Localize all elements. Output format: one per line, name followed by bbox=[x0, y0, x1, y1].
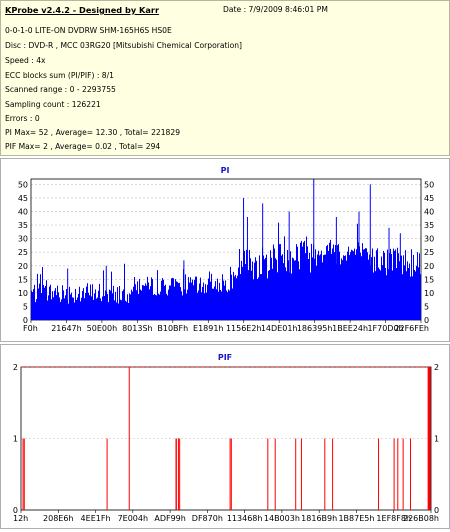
x-tick-label: E1891h bbox=[193, 324, 223, 333]
scan-date: Date : 7/9/2009 8:46:01 PM bbox=[223, 5, 328, 14]
app-title: KProbe v2.4.2 - Designed by Karr bbox=[5, 5, 159, 15]
y-tick-label: 1 bbox=[434, 435, 439, 444]
y-tick-label: 1 bbox=[13, 435, 18, 444]
y-tick-label: 2 bbox=[13, 363, 18, 372]
x-tick-label: 7E004h bbox=[118, 514, 148, 523]
x-tick-label: 1156E2h bbox=[226, 324, 262, 333]
y-tick-label: 30 bbox=[424, 235, 434, 244]
y-tick-label: 0 bbox=[23, 316, 28, 325]
info-drive: 0-0-1-0 LITE-ON DVDRW SHM-165H6S HS0E bbox=[5, 26, 172, 35]
x-tick-label: 50E00h bbox=[87, 324, 117, 333]
x-tick-label: 1BEE24h bbox=[332, 324, 368, 333]
y-tick-label: 45 bbox=[424, 194, 434, 203]
info-pif-summary: PIF Max= 2 , Average= 0.02 , Total= 294 bbox=[5, 142, 161, 151]
x-tick-label: 208E6h bbox=[43, 514, 73, 523]
y-tick-label: 5 bbox=[424, 302, 429, 311]
x-tick-label: 1B87E5h bbox=[338, 514, 374, 523]
x-tick-label: 22F6FEh bbox=[394, 324, 429, 333]
pif-chart-title: PIF bbox=[217, 353, 233, 362]
y-tick-label: 25 bbox=[18, 248, 28, 257]
y-tick-label: 30 bbox=[18, 235, 28, 244]
y-tick-label: 20 bbox=[424, 262, 434, 271]
info-sampling: Sampling count : 126221 bbox=[5, 100, 101, 109]
x-tick-label: B10BFh bbox=[157, 324, 188, 333]
y-tick-label: 40 bbox=[18, 208, 28, 217]
y-tick-label: 2 bbox=[434, 363, 439, 372]
y-tick-label: 5 bbox=[23, 302, 28, 311]
pif-chart-panel: PIF 0 0 1 1 2 2 12h 208E6h 4EE1Fh 7E004h ADF99h DF8… bbox=[0, 344, 450, 529]
x-tick-label: 8013Sh bbox=[122, 324, 153, 333]
x-tick-label: 21647h bbox=[51, 324, 82, 333]
y-tick-label: 10 bbox=[18, 289, 28, 298]
x-tick-label: 186395h bbox=[297, 324, 333, 333]
pif-chart: 0 0 1 1 2 2 12h 208E6h 4EE1Fh 7E004h ADF99h DF870h 1… bbox=[13, 363, 439, 523]
y-tick-label: 15 bbox=[424, 275, 434, 284]
x-tick-label: F0h bbox=[23, 324, 38, 333]
x-tick-label: 1EF8F8h bbox=[376, 514, 411, 523]
info-errors: Errors : 0 bbox=[5, 114, 40, 123]
x-tick-label: 4EE1Fh bbox=[81, 514, 111, 523]
x-tick-label: DF870h bbox=[192, 514, 223, 523]
y-tick-label: 0 bbox=[13, 506, 18, 515]
x-tick-label: ADF99h bbox=[154, 514, 185, 523]
y-tick-label: 0 bbox=[424, 316, 429, 325]
y-tick-label: 35 bbox=[18, 221, 28, 230]
info-ecc: ECC blocks sum (PI/PIF) : 8/1 bbox=[5, 71, 115, 80]
y-tick-label: 0 bbox=[434, 506, 439, 515]
y-tick-label: 40 bbox=[424, 208, 434, 217]
info-speed: Speed : 4x bbox=[5, 56, 46, 65]
x-tick-label: 113468h bbox=[227, 514, 263, 523]
pi-chart-panel: PI 0 0 5 5 10 10 15 15 20 20 25 25 30 30 35 35 40 40 45 45 5… bbox=[0, 158, 450, 342]
info-panel: KProbe v2.4.2 - Designed by Karr Date : … bbox=[0, 0, 450, 156]
x-tick-label: 14B003h bbox=[264, 514, 300, 523]
y-tick-label: 20 bbox=[18, 262, 28, 271]
info-disc: Disc : DVD-R , MCC 03RG20 [Mitsubishi Ch… bbox=[5, 41, 243, 50]
pi-chart: 0 0 5 5 10 10 15 15 20 20 25 25 30 30 35 35 40 40 45 45 50 50… bbox=[18, 178, 434, 333]
y-tick-label: 50 bbox=[424, 180, 434, 189]
y-tick-label: 50 bbox=[18, 180, 28, 189]
y-tick-label: 15 bbox=[18, 275, 28, 284]
y-tick-label: 25 bbox=[424, 248, 434, 257]
x-tick-label: 14DE01h bbox=[261, 324, 298, 333]
y-tick-label: 10 bbox=[424, 289, 434, 298]
pi-chart-title: PI bbox=[220, 166, 230, 175]
x-tick-label: 1F70D0h bbox=[367, 324, 403, 333]
x-tick-label: 1816B9h bbox=[301, 514, 337, 523]
info-range: Scanned range : 0 - 2293755 bbox=[5, 85, 116, 94]
info-pi-summary: PI Max= 52 , Average= 12.30 , Total= 221… bbox=[5, 128, 181, 137]
x-tick-label: 226B08h bbox=[403, 514, 439, 523]
y-tick-label: 45 bbox=[18, 194, 28, 203]
x-tick-label: 12h bbox=[13, 514, 28, 523]
y-tick-label: 35 bbox=[424, 221, 434, 230]
